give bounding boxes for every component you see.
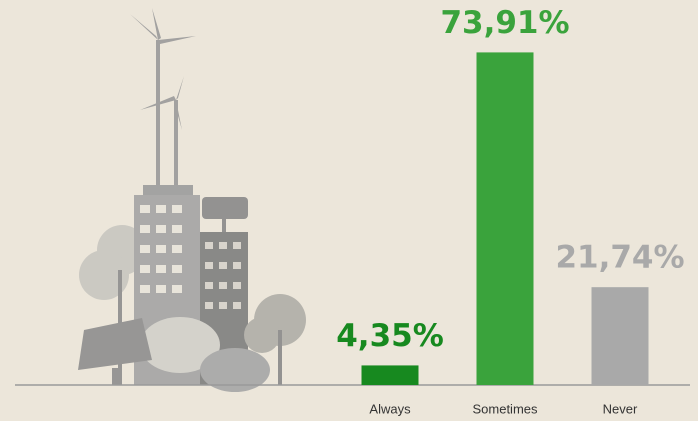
category-label: Sometimes: [472, 401, 538, 416]
bar: [361, 365, 419, 385]
bar: [591, 287, 649, 385]
value-label: 73,91%: [440, 5, 569, 41]
value-label: 4,35%: [336, 318, 444, 354]
value-label: 21,74%: [555, 240, 684, 276]
bar: [476, 52, 534, 385]
category-label: Never: [603, 401, 638, 416]
city-illustration: [78, 8, 306, 392]
category-label: Always: [369, 401, 411, 416]
